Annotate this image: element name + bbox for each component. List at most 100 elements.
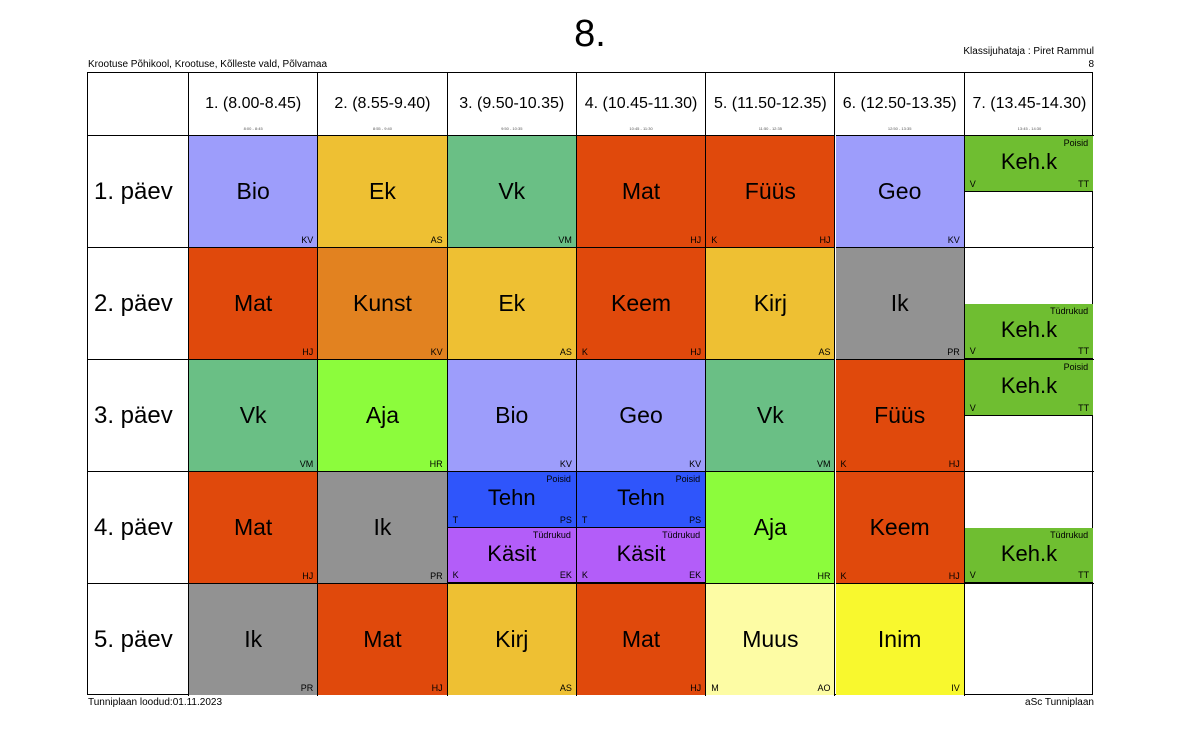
lesson-subject: Füüs bbox=[874, 402, 926, 428]
lesson-block[interactable]: Kirj AS bbox=[447, 584, 576, 695]
timetable-grid: 1. (8.00-8.45) 8:00 - 8:45 2. (8.55-9.40) 8… bbox=[87, 72, 1095, 696]
day-label-cell: 2. päev bbox=[88, 248, 189, 360]
lesson-block[interactable]: Keh.k TT V Tüdrukud bbox=[964, 304, 1094, 359]
lesson-teacher: AS bbox=[559, 347, 572, 357]
lesson-block[interactable]: Aja HR bbox=[318, 360, 447, 471]
lesson-block[interactable]: Ik PR bbox=[318, 472, 447, 583]
timetable-cell bbox=[835, 248, 965, 360]
lesson-teacher: HJ bbox=[948, 571, 960, 581]
lesson-teacher: HJ bbox=[948, 459, 960, 469]
timetable-cell bbox=[965, 584, 1094, 696]
lesson-subject: Füüs bbox=[744, 178, 796, 204]
lesson-room: K bbox=[452, 570, 459, 580]
timetable-cell bbox=[835, 360, 965, 472]
lesson-subject: Bio bbox=[236, 178, 270, 204]
lesson-room: V bbox=[969, 346, 976, 356]
lesson-teacher: VM bbox=[816, 459, 831, 469]
period-label: 4. (10.45-11.30) bbox=[584, 95, 698, 112]
lesson-block[interactable]: Tehn PS T Poisid bbox=[447, 472, 576, 528]
lesson-block[interactable]: Inim IV bbox=[835, 584, 964, 695]
lesson-block[interactable]: Ik PR bbox=[189, 584, 318, 695]
lesson-subject: Ek bbox=[498, 290, 526, 316]
lesson-teacher: KV bbox=[559, 459, 572, 469]
lesson-teacher: TT bbox=[1078, 403, 1090, 413]
lesson-block[interactable]: Mat HJ bbox=[189, 472, 318, 583]
timetable-cell bbox=[447, 472, 577, 584]
lesson-teacher: HJ bbox=[302, 571, 314, 581]
lesson-block[interactable]: Käsit EK K Tüdrukud bbox=[576, 528, 706, 583]
timetable-cell bbox=[318, 136, 448, 248]
lesson-block[interactable]: Mat HJ bbox=[189, 248, 318, 359]
timetable-cell bbox=[576, 248, 707, 360]
timetable-cell bbox=[706, 248, 836, 360]
lesson-teacher: HJ bbox=[431, 683, 443, 693]
lesson-block[interactable]: Ek AS bbox=[318, 136, 447, 247]
timetable-cell bbox=[706, 584, 836, 696]
timetable-cell bbox=[576, 360, 707, 472]
period-header: 7. (13.45-14.30) 13:45 - 14:30 bbox=[964, 73, 1095, 136]
day-label: 2. päev bbox=[94, 290, 173, 317]
lesson-block[interactable]: Keh.k TT V Poisid bbox=[964, 136, 1094, 192]
lesson-teacher: KV bbox=[301, 235, 314, 245]
lesson-block[interactable]: Mat HJ bbox=[576, 584, 706, 695]
lesson-subject: Kunst bbox=[353, 290, 412, 316]
lesson-subject: Vk bbox=[756, 402, 784, 428]
lesson-teacher: HJ bbox=[690, 683, 702, 693]
lesson-teacher: KV bbox=[689, 459, 702, 469]
lesson-block[interactable]: Geo KV bbox=[835, 136, 964, 247]
lesson-block[interactable]: Käsit EK K Tüdrukud bbox=[447, 528, 576, 583]
lesson-teacher: VM bbox=[299, 459, 314, 469]
lesson-subject: Kirj bbox=[495, 626, 529, 652]
lesson-teacher: KV bbox=[947, 235, 960, 245]
lesson-block[interactable]: Füüs HJ K bbox=[835, 360, 964, 471]
period-time: 12:50 - 13:35 bbox=[887, 126, 912, 131]
day-label: 4. päev bbox=[94, 514, 173, 541]
period-time: 9:50 - 10:35 bbox=[501, 126, 523, 131]
timetable-cell bbox=[318, 248, 448, 360]
lesson-block[interactable]: Bio KV bbox=[189, 136, 318, 247]
timetable-cell bbox=[448, 584, 577, 696]
lesson-subject: Keh.k bbox=[1000, 149, 1058, 174]
lesson-block[interactable]: Vk VM bbox=[706, 360, 835, 471]
lesson-teacher: AS bbox=[559, 683, 572, 693]
lesson-teacher: PS bbox=[559, 515, 572, 525]
lesson-block[interactable]: Geo KV bbox=[576, 360, 706, 471]
lesson-block[interactable]: Ek AS bbox=[447, 248, 576, 359]
timetable-cell bbox=[964, 360, 1095, 472]
lesson-block[interactable]: Mat HJ bbox=[576, 136, 706, 247]
lesson-block[interactable]: Aja HR bbox=[706, 472, 835, 583]
lesson-teacher: AS bbox=[430, 235, 443, 245]
lesson-teacher: TT bbox=[1078, 570, 1090, 580]
lesson-subject: Geo bbox=[877, 178, 922, 204]
lesson-block[interactable]: Bio KV bbox=[447, 360, 576, 471]
lesson-subject: Tehn bbox=[487, 485, 536, 510]
timetable-cell bbox=[189, 472, 319, 584]
lesson-block[interactable]: Keem HJ K bbox=[835, 472, 964, 583]
timetable-cell bbox=[189, 584, 319, 696]
lesson-block[interactable]: Mat HJ bbox=[318, 584, 447, 695]
lesson-block[interactable]: Ik PR bbox=[835, 248, 964, 359]
lesson-group: Tüdrukud bbox=[532, 530, 571, 540]
lesson-block[interactable]: Füüs HJ K bbox=[706, 136, 835, 247]
timetable-cell bbox=[835, 472, 965, 584]
period-label: 6. (12.50-13.35) bbox=[842, 95, 957, 112]
class-teacher: Klassijuhataja : Piret Rammul bbox=[963, 46, 1094, 57]
period-time: 10:45 - 11:30 bbox=[629, 126, 653, 131]
lesson-block[interactable]: Kirj AS bbox=[706, 248, 835, 359]
lesson-block[interactable]: Vk VM bbox=[447, 136, 576, 247]
lesson-teacher: HJ bbox=[302, 347, 314, 357]
lesson-subject: Kirj bbox=[753, 290, 787, 316]
lesson-teacher: KV bbox=[430, 347, 443, 357]
timetable-cell bbox=[706, 360, 836, 472]
lesson-block[interactable]: Tehn PS T Poisid bbox=[576, 472, 706, 528]
lesson-subject: Ik bbox=[890, 290, 909, 316]
timetable-cell bbox=[964, 248, 1095, 360]
lesson-block[interactable]: Keem HJ K bbox=[576, 248, 706, 359]
lesson-block[interactable]: Keh.k TT V Tüdrukud bbox=[964, 528, 1094, 583]
lesson-block[interactable]: Keh.k TT V Poisid bbox=[964, 360, 1094, 416]
lesson-subject: Muus bbox=[742, 626, 799, 652]
lesson-subject: Käsit bbox=[616, 541, 666, 566]
lesson-block[interactable]: Muus AO M bbox=[706, 584, 835, 695]
lesson-block[interactable]: Vk VM bbox=[189, 360, 318, 471]
lesson-block[interactable]: Kunst KV bbox=[318, 248, 447, 359]
